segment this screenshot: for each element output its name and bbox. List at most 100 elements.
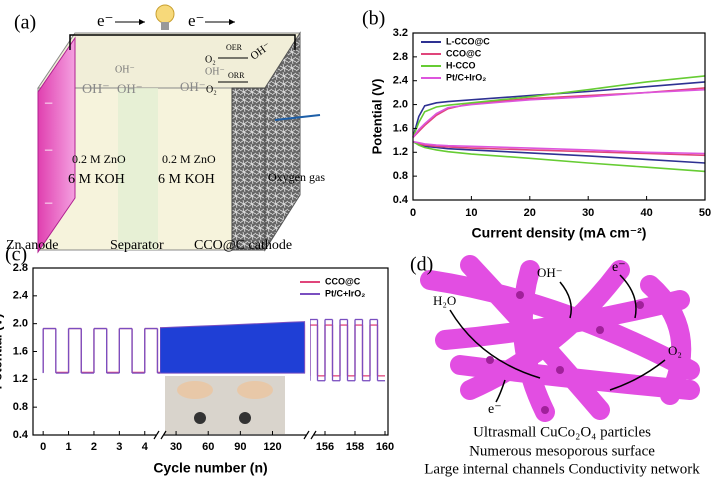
- y-tick-label: 0.4: [393, 194, 409, 206]
- component-label: Separator: [110, 238, 164, 253]
- panel-label: (a): [14, 12, 36, 34]
- y-tick-label: 1.6: [393, 122, 408, 134]
- cell-top: [37, 32, 301, 89]
- panel-label: (c): [5, 244, 27, 266]
- electron-label: e⁻: [612, 260, 626, 275]
- axis-break: [156, 431, 164, 439]
- segment: [310, 318, 385, 382]
- charge-curve: [412, 81, 706, 138]
- y-axis-label: Potential (V): [369, 79, 384, 155]
- legend-label: Pt/C+IrO₂: [325, 288, 365, 298]
- particles: [486, 291, 644, 414]
- arrows: [449, 274, 666, 403]
- tube: [435, 290, 690, 350]
- y-tick-label: 1.2: [393, 146, 408, 158]
- oxygen-label: O₂: [668, 343, 682, 358]
- caption: Large internal channels Conductivity net…: [424, 461, 700, 477]
- component-label: CCO@C cathode: [194, 238, 292, 253]
- axis-break: [306, 431, 314, 439]
- y-tick-label: 2.4: [13, 290, 29, 302]
- x-tick-label: 90: [234, 441, 246, 453]
- x-axis-label: Current density (mA cm⁻²): [472, 225, 647, 241]
- minus-sign: −: [44, 196, 53, 213]
- x-tick-label: 50: [699, 207, 711, 219]
- x-tick-label: 4: [142, 441, 149, 453]
- wire: [69, 34, 296, 50]
- caption: Numerous mesoporous surface: [469, 443, 655, 459]
- x-tick-label: 60: [202, 441, 214, 453]
- y-tick-label: 2.8: [393, 51, 408, 63]
- axis-break-mark: [153, 430, 167, 440]
- y-tick-label: 2.0: [13, 318, 28, 330]
- hand: [237, 381, 273, 399]
- plot-frame: [32, 267, 389, 436]
- x-tick-label: 0: [40, 441, 46, 453]
- electrolyte-label: 6 M KOH: [68, 172, 125, 187]
- discharge-curve: [412, 140, 706, 164]
- axis-break-mark: [303, 430, 317, 440]
- x-tick-label: 3: [116, 441, 122, 453]
- oer-label: OER: [226, 43, 243, 52]
- separator: [118, 88, 158, 250]
- hydroxide-label: OH⁻: [180, 79, 206, 94]
- battery: [194, 412, 206, 424]
- discharge-curve: [412, 140, 706, 157]
- hydroxide-label: OH⁻: [537, 265, 563, 280]
- legend-label: CCO@C: [325, 276, 361, 286]
- inset-photo: [165, 376, 285, 434]
- y-tick-label: 3.2: [393, 27, 408, 39]
- panel-label: (d): [410, 254, 433, 276]
- charge-curve: [412, 87, 706, 138]
- x-tick-label: 158: [346, 441, 364, 453]
- y-tick-label: 1.2: [13, 373, 28, 385]
- legend-label: Pt/C+IrO₂: [446, 72, 486, 82]
- tube: [450, 355, 700, 400]
- electron-label: e⁻: [188, 11, 205, 30]
- zn-anode: [37, 36, 76, 254]
- y-tick-label: 0.8: [13, 401, 28, 413]
- minus-sign: −: [44, 96, 53, 113]
- charge-curve: [412, 75, 706, 138]
- y-tick-label: 0.8: [393, 170, 408, 182]
- x-tick-label: 40: [640, 207, 652, 219]
- arrow: [274, 114, 321, 121]
- bulb-base: [161, 22, 169, 30]
- hand: [177, 381, 213, 399]
- tube: [512, 260, 555, 422]
- legend-label: CCO@C: [446, 48, 482, 58]
- water-label: H₂O: [433, 293, 456, 308]
- y-axis-label: Potential (V): [0, 314, 4, 390]
- segment: [160, 321, 306, 374]
- electrolyte-label: 6 M KOH: [158, 172, 215, 187]
- tubes: [420, 255, 700, 422]
- cathode-front: [231, 87, 266, 251]
- bulb: [155, 4, 175, 24]
- hydroxide-label: OH⁻: [82, 82, 110, 97]
- x-tick-label: 10: [465, 207, 477, 219]
- x-tick-label: 20: [524, 207, 536, 219]
- discharge-curve: [412, 140, 706, 155]
- x-tick-label: 160: [376, 441, 394, 453]
- tube: [420, 270, 700, 380]
- x-tick-label: 156: [316, 441, 334, 453]
- cycling-band: [160, 321, 306, 374]
- x-axis-label: Cycle number (n): [153, 460, 267, 476]
- x-tick-label: 0: [410, 207, 416, 219]
- hydroxide-label: OH⁻: [205, 66, 225, 77]
- tube: [460, 260, 630, 400]
- x-tick-label: 2: [91, 441, 97, 453]
- electron-label: e⁻: [97, 11, 114, 30]
- y-tick-label: 0.4: [13, 429, 29, 441]
- x-tick-label: 1: [65, 441, 71, 453]
- discharge-curve: [412, 140, 706, 173]
- electron-label: e⁻: [488, 402, 502, 417]
- gas-label: Oxygen gas: [268, 170, 325, 184]
- electrolyte-label: 0.2 M ZnO: [72, 152, 126, 166]
- y-tick-label: 2.8: [13, 262, 28, 274]
- panel-d: (d) OH⁻ e⁻ H₂O O₂ e⁻ Ultrasmall CuCo₂O₄ …: [410, 254, 700, 478]
- panel-label: (b): [362, 8, 385, 30]
- y-tick-label: 2.0: [393, 98, 408, 110]
- battery: [239, 412, 251, 424]
- legend-label: L-CCO@C: [446, 36, 490, 46]
- x-tick-label: 120: [263, 441, 281, 453]
